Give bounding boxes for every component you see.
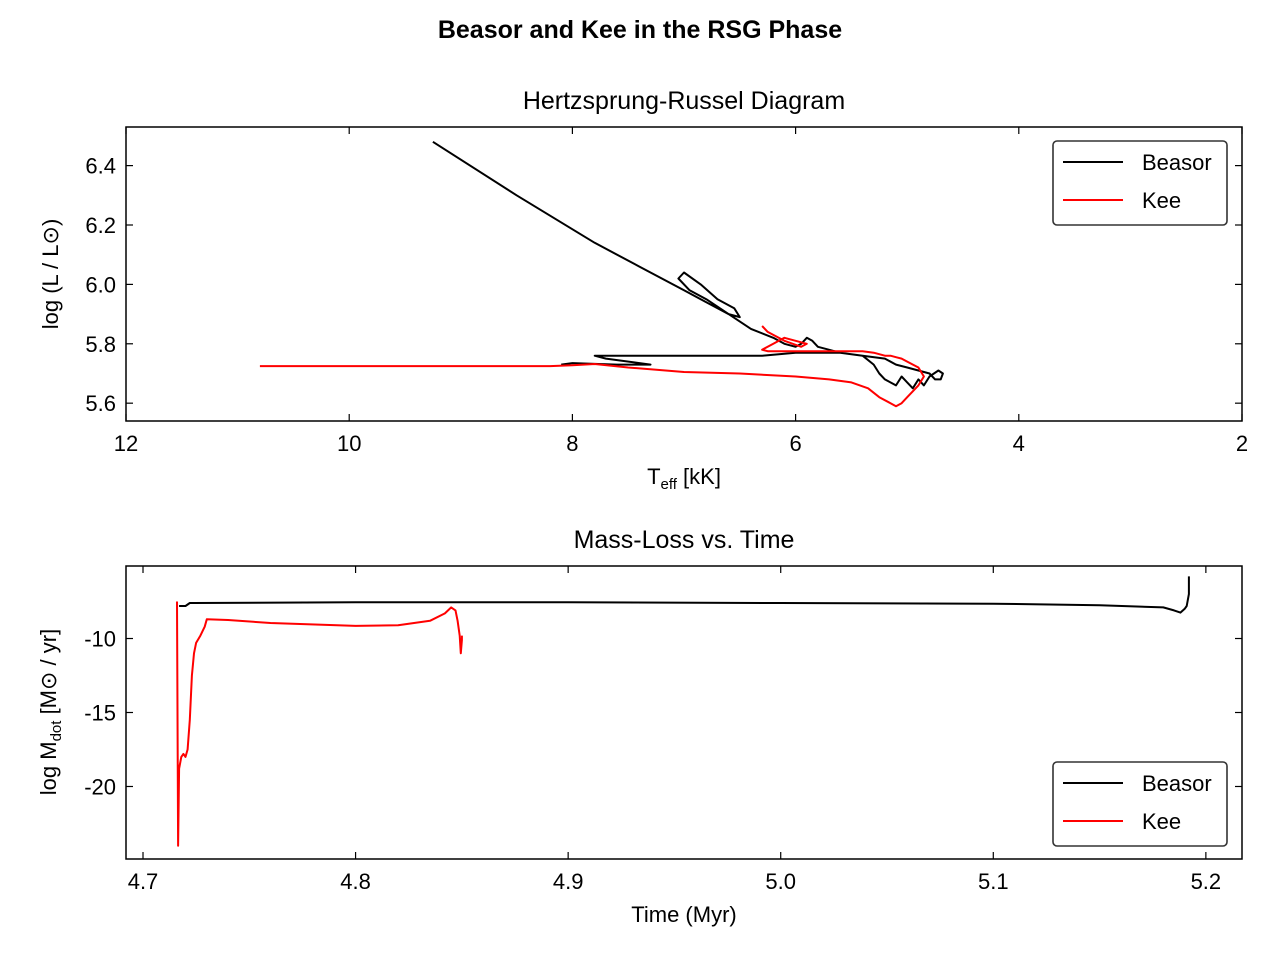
hr-ytick-label-4: 6.4 [85,154,116,179]
hr-xlabel-sub: eff [661,476,678,493]
mass-loss-ticks: 4.7 4.8 4.9 5.0 5.1 5.2 -10 -15 -20 [84,566,1242,894]
ml-series-line-beasor [179,576,1190,614]
hr-series-line-kee [259,325,925,408]
ml-xtick-label-0: 4.7 [128,869,159,894]
hr-legend-label-beasor: Beasor [1142,150,1212,175]
hr-ytick-label-1: 5.8 [85,332,116,357]
mass-loss-legend: Beasor Kee [1052,761,1228,847]
hr-xtick-label-4: 4 [1013,431,1025,456]
hr-legend-label-kee: Kee [1142,188,1181,213]
mass-loss-ylabel: log Mdot [M⊙ / yr] [36,629,65,795]
hr-xtick-label-5: 2 [1236,431,1248,456]
ml-ylabel-sub: dot [48,720,65,742]
ml-series-line-kee [176,601,463,847]
ml-ytick-label-1: -15 [84,701,116,726]
figure-suptitle: Beasor and Kee in the RSG Phase [438,16,842,44]
ml-legend-label-beasor: Beasor [1142,771,1212,796]
ml-xtick-label-5: 5.2 [1191,869,1222,894]
hr-series-line-beasor [432,140,944,390]
hr-xlabel-main: T [647,464,660,489]
hr-xlabel-unit: [kK] [677,464,721,489]
mass-loss-panel: Mass-Loss vs. Time 4.7 4.8 4.9 5.0 5.1 5.2 -10… [36,526,1243,927]
hr-ytick-label-3: 6.2 [85,213,116,238]
hr-diagram-panel: Hertzsprung-Russel Diagram 12 10 8 6 4 2 5.6 5.… [38,87,1248,493]
ml-xtick-label-4: 5.1 [978,869,1009,894]
hr-xtick-label-2: 8 [566,431,578,456]
mass-loss-xlabel: Time (Myr) [631,902,737,927]
hr-diagram-legend: Beasor Kee [1052,140,1228,226]
hr-diagram-title: Hertzsprung-Russel Diagram [523,87,845,115]
ml-xtick-label-2: 4.9 [553,869,584,894]
mass-loss-lines [176,576,1190,847]
hr-ytick-label-0: 5.6 [85,391,116,416]
ml-legend-label-kee: Kee [1142,809,1181,834]
ml-ytick-label-0: -10 [84,627,116,652]
ml-ylabel-unit: [M⊙ / yr] [36,629,61,721]
hr-diagram-lines [259,140,944,408]
hr-xtick-label-1: 10 [337,431,361,456]
hr-diagram-axes-frame [125,126,1243,422]
ml-ytick-label-2: -20 [84,774,116,799]
ml-ylabel-main: log M [36,741,61,795]
hr-ytick-label-2: 6.0 [85,272,116,297]
hr-diagram-ylabel: log (L / L⊙) [38,219,63,330]
hr-xtick-label-3: 6 [789,431,801,456]
hr-diagram-xlabel: Teff [kK] [647,464,721,493]
hr-xtick-label-0: 12 [114,431,138,456]
ml-xtick-label-1: 4.8 [340,869,371,894]
mass-loss-axes-frame [125,565,1243,860]
mass-loss-title: Mass-Loss vs. Time [574,526,795,554]
ml-xtick-label-3: 5.0 [765,869,796,894]
